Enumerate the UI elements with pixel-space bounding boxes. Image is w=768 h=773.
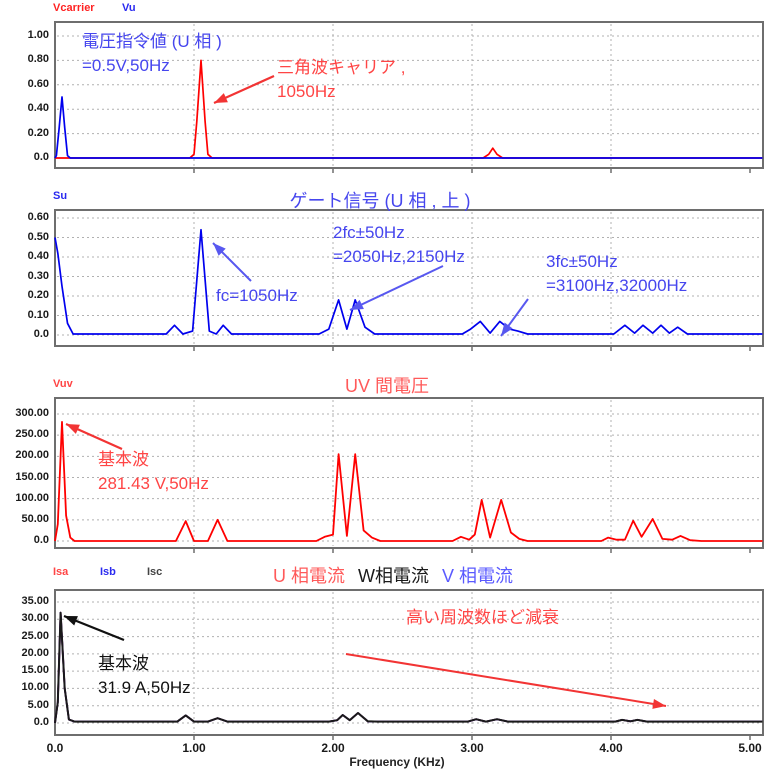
x-tick-label: 5.00 (738, 741, 762, 755)
annotation-line: 基本波 (98, 654, 149, 673)
annotation: fc=1050Hz (216, 284, 298, 308)
annotation-arrow-head (652, 698, 666, 709)
annotation-line: 三角波キャリア , (277, 58, 406, 77)
annotation-arrow-head (214, 93, 228, 103)
annotation: 電圧指令値 (U 相 ) =0.5V,50Hz (82, 30, 222, 78)
annotation-line: 2fc±50Hz (333, 223, 405, 242)
y-tick-label: 0.30 (27, 269, 49, 282)
y-tick-label: 0.0 (33, 328, 49, 340)
annotation-line: 高い周波数ほど減衰 (406, 608, 559, 627)
y-tick-label: 100.00 (15, 491, 49, 504)
annotation-arrow-head (64, 616, 78, 626)
chart-title-part: U 相電流 (272, 566, 345, 586)
chart-title-part: V 相電流 (441, 566, 514, 586)
y-tick-label: 0.60 (27, 77, 49, 90)
legend-isa: Isa (53, 566, 69, 578)
y-tick-label: 10.00 (21, 681, 49, 694)
chart-title-part: W相電流 (357, 566, 429, 586)
trace-vu (54, 96, 763, 159)
annotation-line: 3fc±50Hz (546, 252, 618, 271)
legend-vuv: Vuv (53, 378, 73, 390)
annotation-arrow-head (501, 322, 513, 336)
annotation: 3fc±50Hz =3100Hz,32000Hz (546, 250, 687, 298)
y-tick-label: 0.0 (33, 151, 49, 163)
annotation-arrow-head (66, 424, 80, 434)
y-tick-label: 0.60 (27, 211, 49, 223)
annotation-arrow-head (213, 243, 226, 256)
annotation-line: =2050Hz,2150Hz (333, 247, 465, 266)
chart-title: ゲート信号 (U 相 , 上 ) (290, 187, 471, 213)
y-tick-label: 0.40 (27, 250, 49, 262)
chart-title-part: UV 間電圧 (344, 376, 430, 396)
annotation-line: 31.9 A,50Hz (98, 678, 191, 697)
annotation-arrow-head (350, 299, 364, 310)
legend-su: Su (53, 190, 68, 202)
chart-title-part: ゲート信号 (U 相 , 上 ) (289, 191, 471, 211)
trace-vuv (54, 420, 763, 542)
y-tick-label: 0.0 (33, 716, 49, 728)
y-tick-label: 50.00 (21, 512, 49, 525)
plot-frame (54, 589, 764, 736)
x-tick-label: 1.00 (182, 741, 206, 755)
y-tick-label: 15.00 (21, 664, 49, 677)
trace-isc (54, 611, 763, 724)
annotation-line: 281.43 V,50Hz (98, 474, 209, 493)
y-tick-label: 300.00 (15, 407, 49, 419)
legend-vcarrier: Vcarrier (53, 2, 95, 14)
y-tick-label: 0.80 (27, 53, 49, 66)
annotation: 基本波 31.9 A,50Hz (98, 652, 191, 700)
y-tick-label: 1.00 (27, 29, 49, 41)
annotation-line: 1050Hz (277, 82, 336, 101)
legend-isc: Isc (147, 566, 163, 578)
annotation-line: 電圧指令値 (U 相 ) (82, 32, 222, 51)
chart-title: U 相電流 W相電流 V 相電流 (273, 562, 513, 588)
annotation-line: =3100Hz,32000Hz (546, 276, 688, 295)
plot-frame (54, 21, 764, 169)
annotation-line: fc=1050Hz (216, 286, 298, 305)
trace-vcarrier (55, 59, 763, 159)
annotation-line: =0.5V,50Hz (82, 56, 170, 75)
y-tick-label: 20.00 (21, 646, 49, 659)
y-tick-label: 0.40 (27, 102, 49, 115)
annotation-line: 基本波 (98, 450, 149, 469)
y-tick-label: 30.00 (21, 612, 49, 625)
annotation: 基本波 281.43 V,50Hz (98, 448, 209, 496)
annotation: 三角波キャリア , 1050Hz (277, 56, 405, 104)
annotation: 2fc±50Hz =2050Hz,2150Hz (333, 221, 465, 269)
plot-frame (54, 397, 764, 549)
y-tick-label: 0.20 (27, 126, 49, 139)
plot-frame (54, 209, 764, 347)
y-tick-label: 0.10 (27, 308, 49, 321)
y-tick-label: 0.0 (33, 534, 49, 546)
y-tick-label: 0.20 (27, 289, 49, 301)
legend-isb: Isb (100, 566, 116, 578)
y-tick-label: 25.00 (21, 629, 49, 642)
x-tick-label: 4.00 (599, 741, 623, 755)
x-tick-label: 0.0 (46, 741, 64, 755)
y-tick-label: 0.50 (27, 230, 49, 243)
y-tick-label: 5.00 (27, 698, 49, 711)
annotation-arrow-line (345, 653, 667, 707)
x-tick-label: 2.00 (321, 741, 345, 755)
legend-vu: Vu (122, 2, 136, 14)
x-tick-label: 3.00 (460, 741, 484, 755)
y-tick-label: 250.00 (15, 428, 49, 441)
trace-su (54, 228, 763, 335)
y-tick-label: 35.00 (21, 595, 49, 607)
y-tick-label: 150.00 (15, 470, 49, 483)
x-axis-title: Frequency (KHz) (349, 755, 445, 769)
y-tick-label: 200.00 (15, 449, 49, 462)
annotation-arrow-line (349, 265, 444, 311)
annotation: 高い周波数ほど減衰 (406, 606, 559, 630)
chart-title: UV 間電圧 (345, 372, 429, 398)
